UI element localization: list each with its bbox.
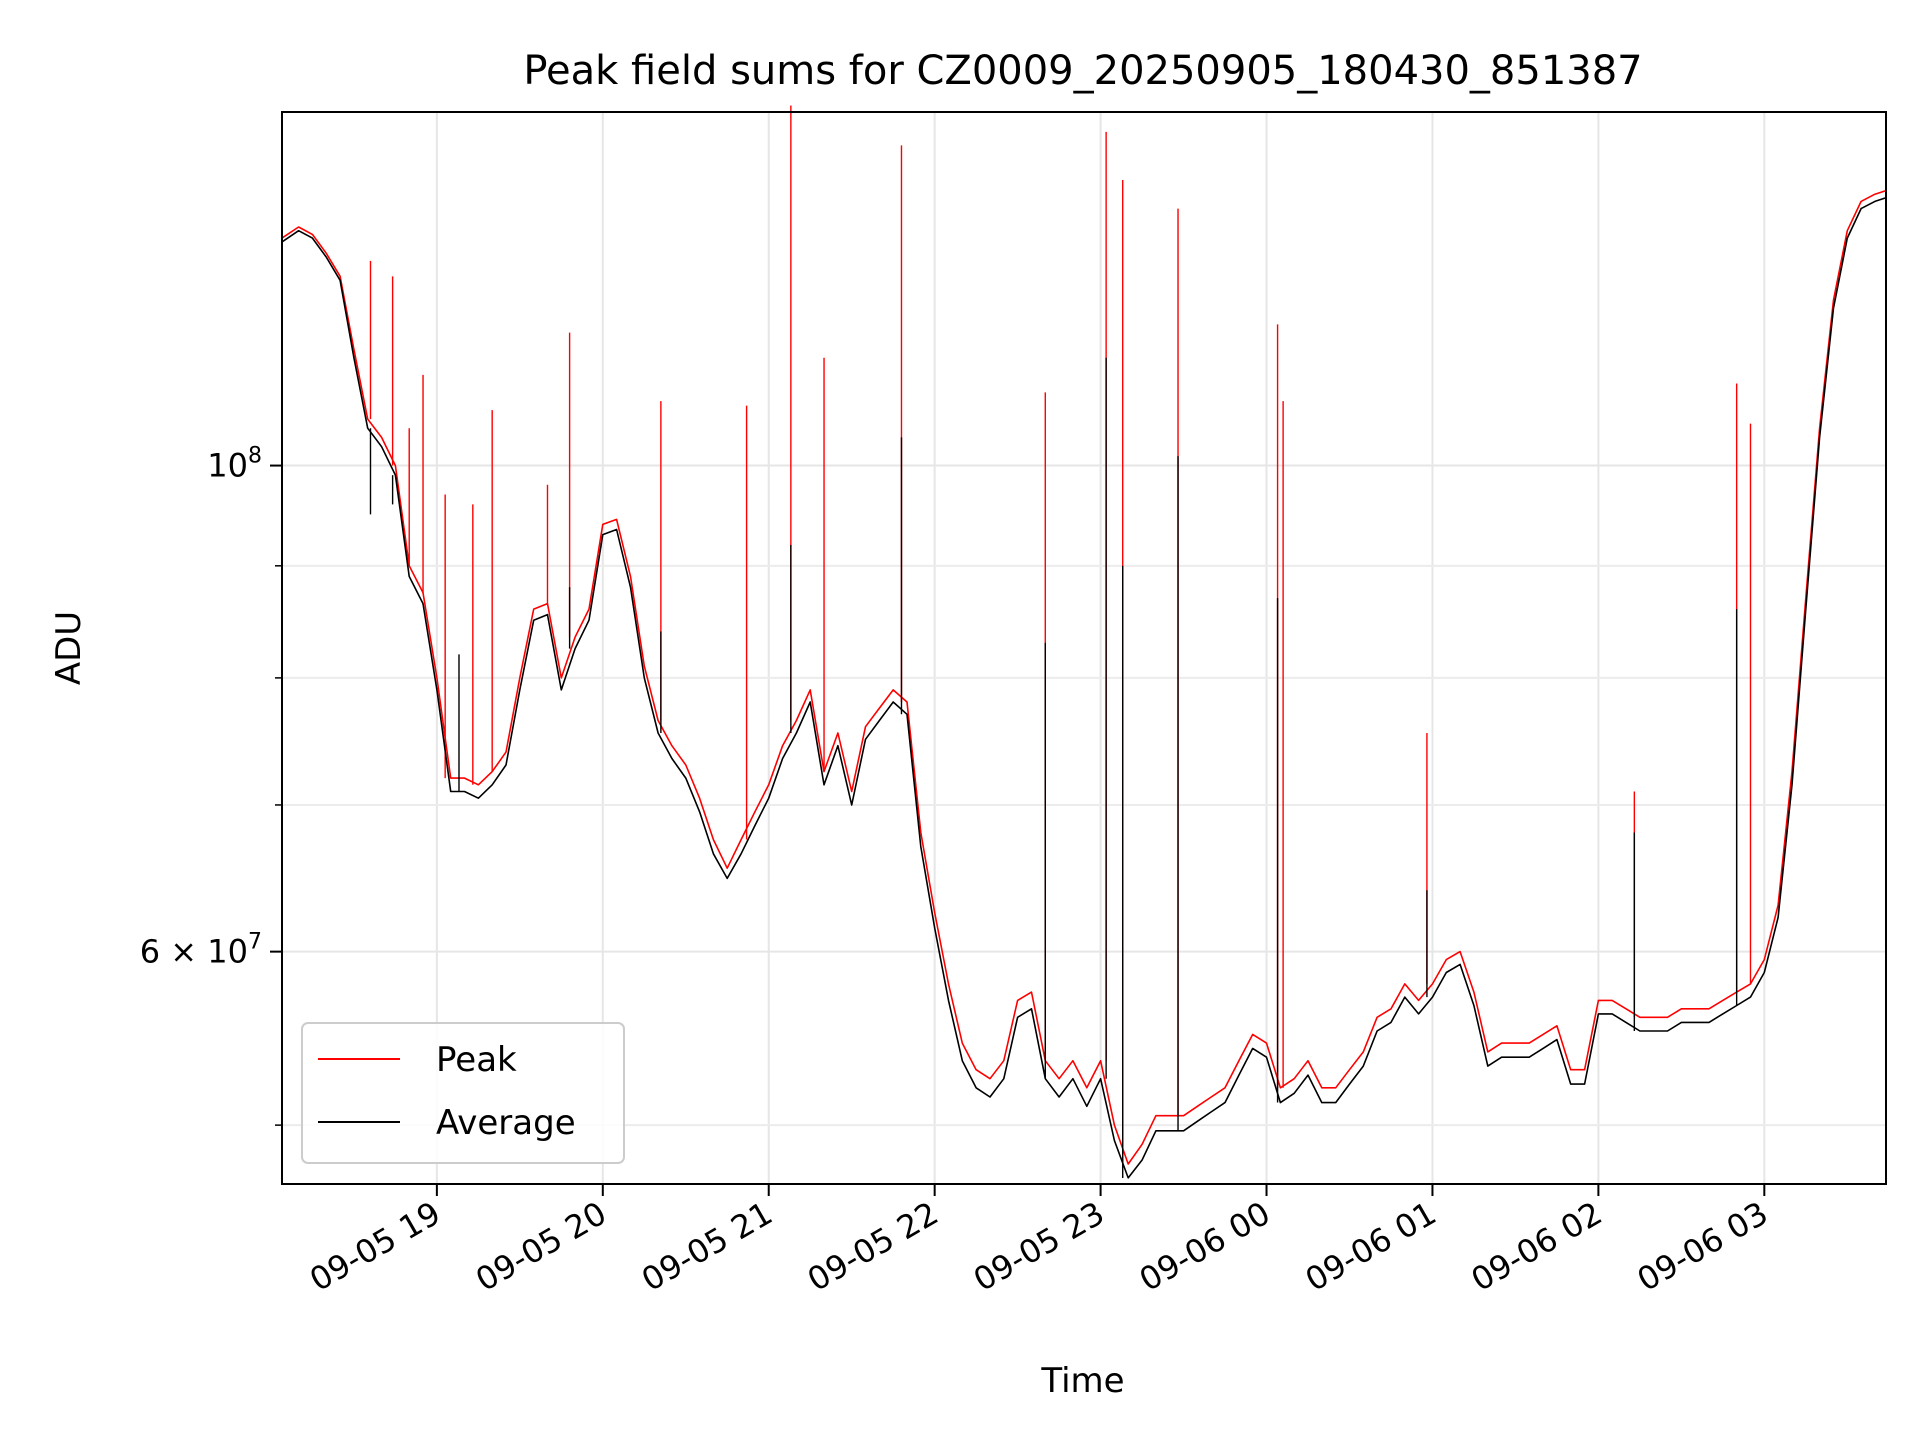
y-tick-label-exponent: 8 xyxy=(248,444,262,469)
y-tick-label-multiplier: 6 × xyxy=(140,933,208,971)
legend: Peak Average xyxy=(301,1022,625,1164)
series-line-average xyxy=(281,197,1887,1179)
legend-label-peak: Peak xyxy=(436,1040,517,1080)
legend-label-average: Average xyxy=(436,1103,576,1143)
y-tick-label: 6 × 107 xyxy=(140,930,262,971)
y-tick-label-base: 10 xyxy=(207,933,248,971)
y-tick-label-base: 10 xyxy=(207,447,248,485)
chart-title: Peak field sums for CZ0009_20250905_1804… xyxy=(523,48,1642,94)
y-tick-label-exponent: 7 xyxy=(248,930,262,955)
y-axis-label: ADU xyxy=(49,611,89,685)
series-line-peak xyxy=(281,189,1887,1165)
plot-frame xyxy=(281,111,1887,1185)
series-lines xyxy=(281,105,1887,1179)
y-tick-label: 108 xyxy=(207,444,262,485)
x-axis-label: Time xyxy=(1040,1361,1124,1401)
